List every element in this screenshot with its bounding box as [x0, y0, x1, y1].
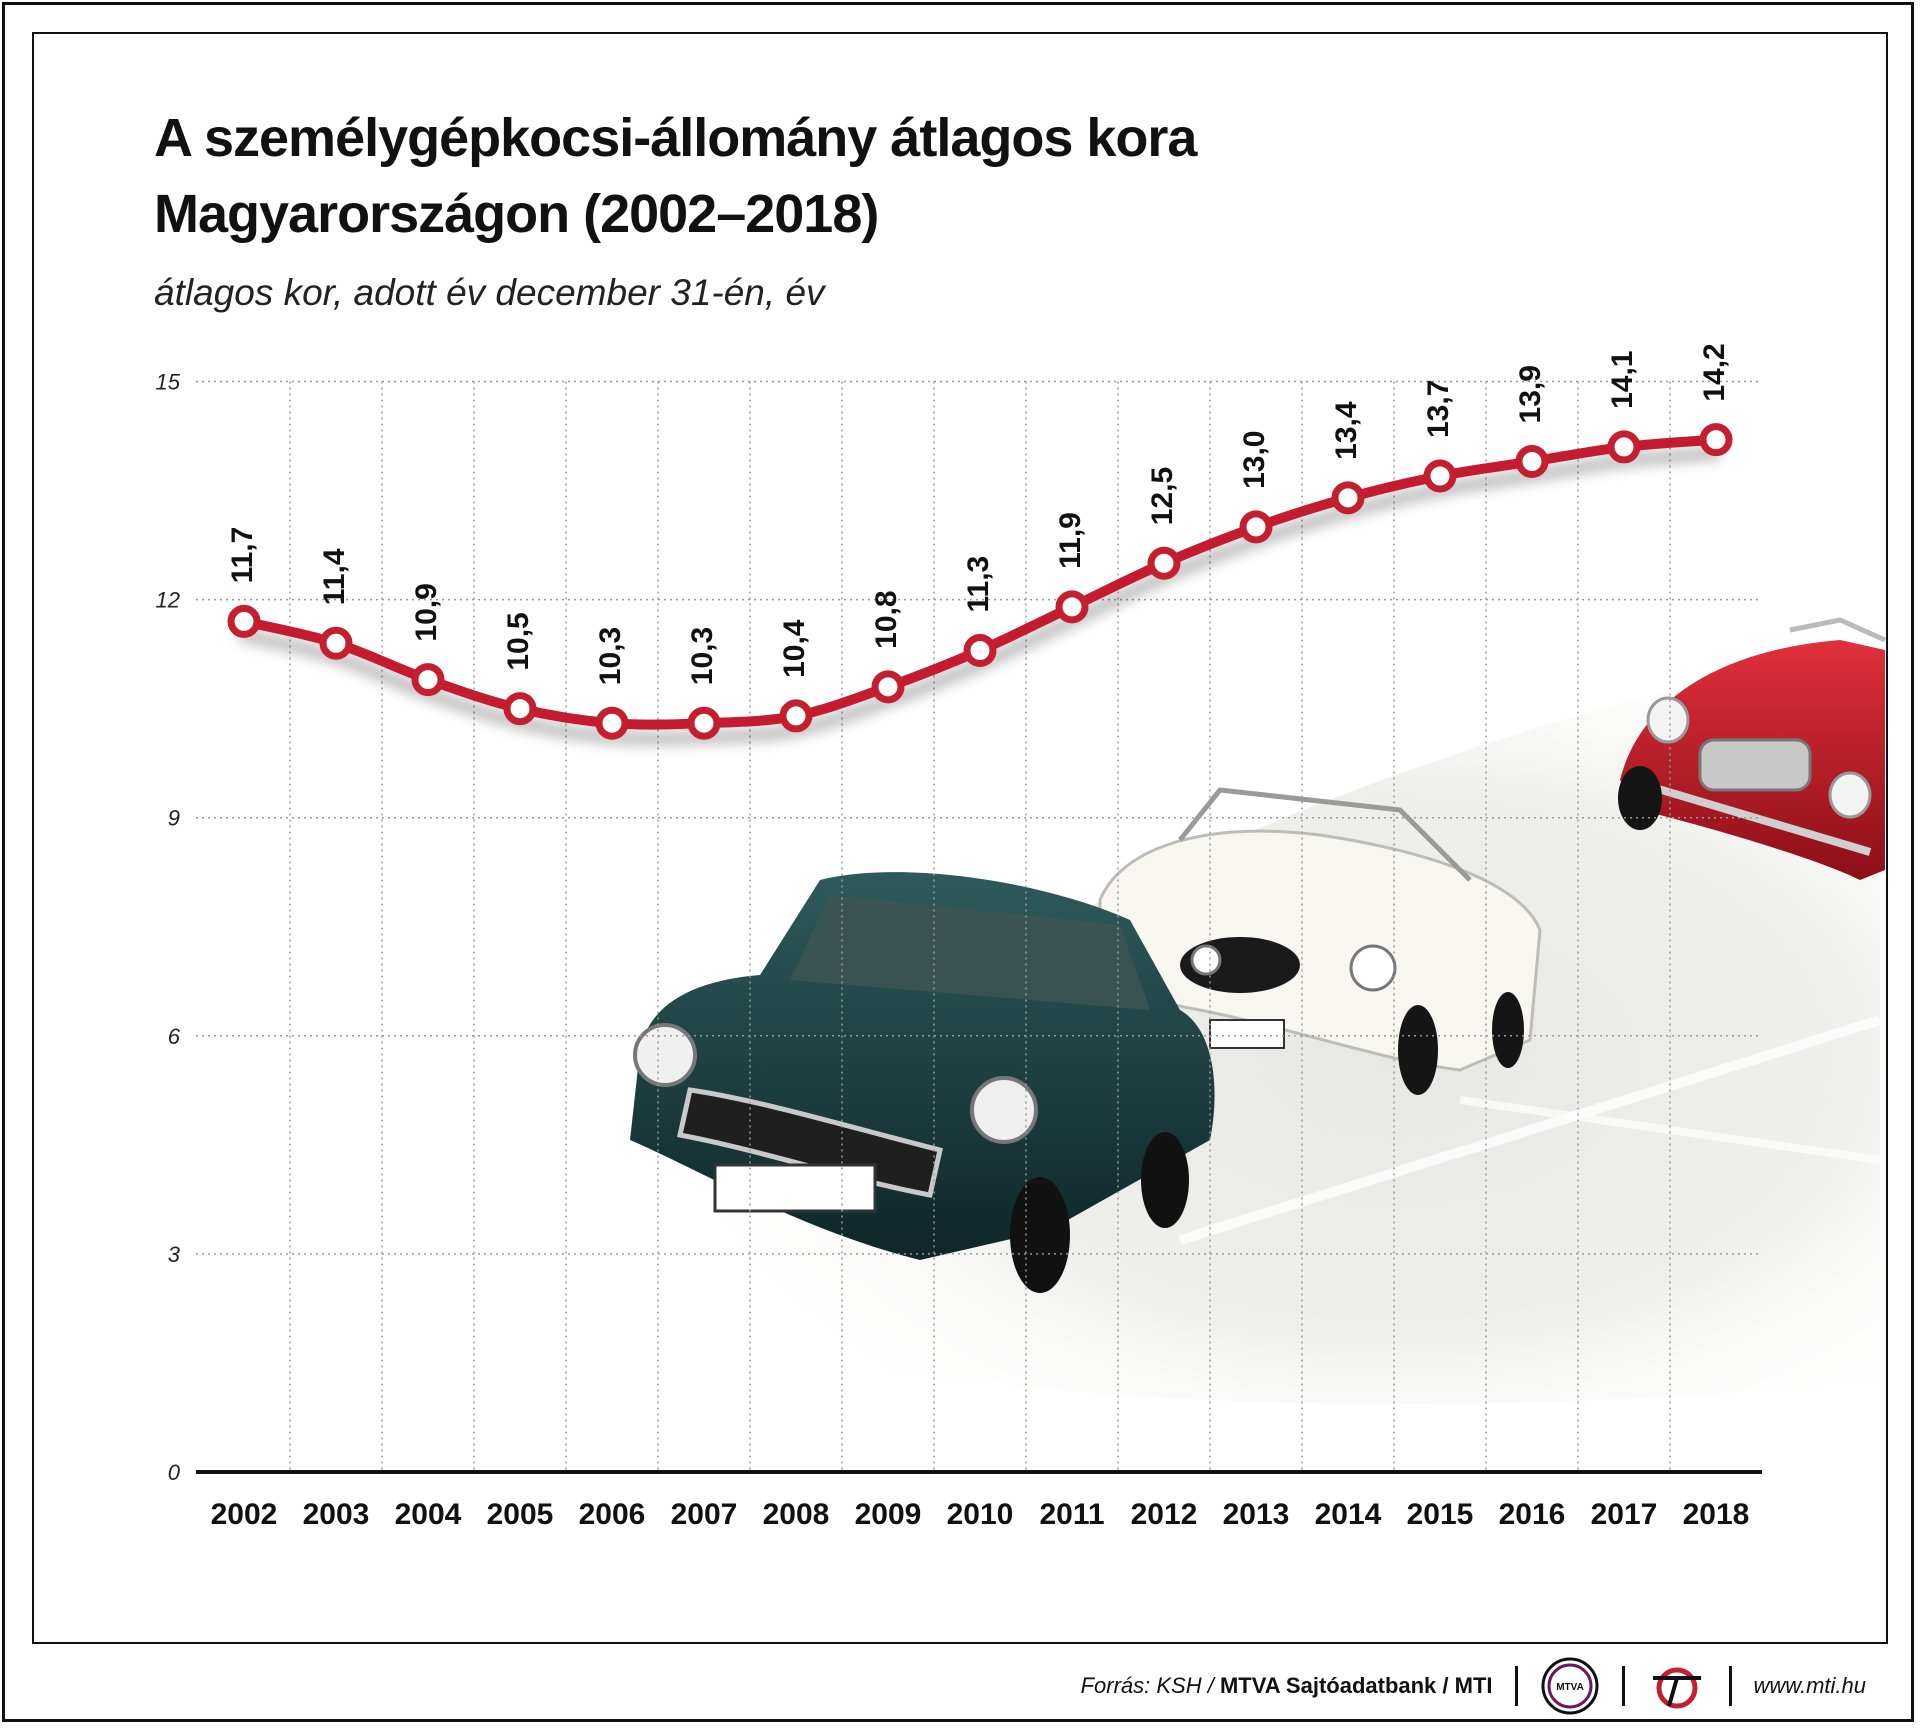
source-agency: MTVA Sajtóadatbank / MTI	[1219, 1673, 1493, 1698]
mti-logo-icon	[1652, 1667, 1701, 1709]
data-point	[319, 626, 353, 660]
x-tick-label: 2014	[1315, 1498, 1382, 1531]
logo-text: MTVA	[1556, 1682, 1584, 1693]
x-tick-label: 2016	[1499, 1498, 1566, 1531]
data-value-labels: 11,7 11,4 10,9 10,5 10,3 10,3 10,4 10,8 11,3 11,9…	[226, 343, 1731, 685]
data-label: 14,2	[1698, 343, 1731, 401]
data-point	[227, 604, 261, 638]
data-label: 10,4	[778, 619, 811, 678]
car-photo-backdrop	[600, 617, 1887, 1404]
data-label: 10,3	[594, 627, 627, 685]
x-tick-label: 2013	[1223, 1498, 1290, 1531]
data-point	[1239, 510, 1273, 544]
y-tick-label: 6	[168, 1024, 181, 1049]
x-tick-label: 2011	[1039, 1498, 1104, 1531]
data-label: 10,8	[870, 590, 903, 648]
x-tick-label: 2005	[487, 1498, 554, 1531]
source-text: Forrás: KSH / MTVA Sajtóadatbank / MTI	[1081, 1673, 1493, 1699]
data-point	[1331, 481, 1365, 515]
data-label: 13,9	[1514, 365, 1547, 423]
data-label: 11,4	[318, 548, 351, 605]
title-line-2: Magyarországon (2002–2018)	[154, 184, 879, 244]
footer: Forrás: KSH / MTVA Sajtóadatbank / MTI M…	[1081, 1657, 1866, 1715]
data-label: 11,7	[226, 527, 259, 584]
x-tick-label: 2009	[855, 1498, 922, 1531]
x-tick-label: 2004	[395, 1498, 462, 1531]
website-url: www.mti.hu	[1753, 1673, 1866, 1698]
data-markers	[227, 423, 1733, 740]
y-tick-label: 3	[168, 1242, 181, 1267]
data-point	[1515, 444, 1549, 478]
y-tick-label: 15	[156, 370, 181, 395]
data-point	[1423, 459, 1457, 493]
data-label: 12,5	[1146, 467, 1179, 525]
chart-subtitle: átlagos kor, adott év december 31-én, év	[154, 272, 825, 313]
data-point	[779, 699, 813, 733]
data-point	[1055, 590, 1089, 624]
x-tick-label: 2003	[303, 1498, 370, 1531]
data-point	[1147, 546, 1181, 580]
data-point	[1607, 430, 1641, 464]
data-label: 13,7	[1422, 380, 1455, 438]
title-line-1: A személygépkocsi-állomány átlagos kora	[154, 108, 1197, 168]
data-label: 10,9	[410, 583, 443, 641]
y-tick-label: 0	[168, 1460, 181, 1485]
data-label: 10,5	[502, 612, 535, 670]
mtva-logo-icon: MTVA	[1541, 1657, 1599, 1715]
x-axis-labels: 2002 2003 2004 2005 2006 2007 2008 2009 2010 2011…	[211, 1498, 1750, 1531]
source-label: Forrás: KSH /	[1080, 1673, 1214, 1698]
data-label: 11,3	[962, 556, 995, 613]
chart-title: A személygépkocsi-állomány átlagos kora …	[154, 100, 1654, 252]
x-tick-label: 2002	[211, 1498, 278, 1531]
x-tick-label: 2007	[671, 1498, 738, 1531]
data-point	[503, 692, 537, 726]
footer-separator	[1514, 1666, 1518, 1706]
x-tick-label: 2015	[1407, 1498, 1474, 1531]
x-tick-label: 2010	[947, 1498, 1014, 1531]
data-label: 14,1	[1606, 351, 1639, 409]
data-point	[871, 670, 905, 704]
data-label: 11,9	[1054, 512, 1087, 569]
x-tick-label: 2012	[1131, 1498, 1198, 1531]
y-tick-label: 12	[156, 588, 180, 613]
footer-separator	[1621, 1666, 1625, 1706]
white-car-illustration	[1098, 787, 1542, 1095]
y-tick-label: 9	[168, 806, 180, 831]
data-point	[687, 706, 721, 740]
y-axis-ticks: 0 3 6 9 12 15	[156, 370, 181, 1486]
x-tick-label: 2018	[1683, 1498, 1750, 1531]
data-point	[963, 633, 997, 667]
road-marking	[1459, 1096, 1881, 1164]
red-car-illustration	[1618, 617, 1887, 880]
data-label: 10,3	[686, 627, 719, 685]
data-point	[595, 706, 629, 740]
x-tick-label: 2017	[1591, 1498, 1658, 1531]
x-tick-label: 2008	[763, 1498, 830, 1531]
road-marking	[1178, 1015, 1882, 1245]
data-point	[1699, 423, 1733, 457]
footer-separator	[1728, 1666, 1732, 1706]
grid-layer	[196, 380, 1762, 1472]
data-label: 13,4	[1330, 401, 1363, 460]
x-tick-label: 2006	[579, 1498, 646, 1531]
data-label: 13,0	[1238, 431, 1271, 489]
green-car-illustration	[630, 872, 1215, 1293]
data-point	[411, 663, 445, 697]
